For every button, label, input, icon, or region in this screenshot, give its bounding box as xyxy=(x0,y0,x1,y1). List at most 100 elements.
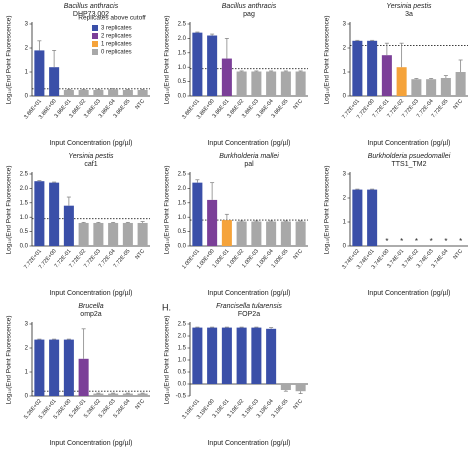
panel-subtitle: DHP73.002 xyxy=(73,11,109,18)
panel-subtitle: 3a xyxy=(405,11,413,18)
y-tick-label: 1.5 xyxy=(178,50,187,56)
bar xyxy=(78,90,89,96)
panel-title: Bacillus anthracis xyxy=(222,3,277,10)
value-label: * xyxy=(400,237,403,246)
x-axis-label: Input Concentration (pg/µl) xyxy=(49,290,132,297)
legend-label: 1 replicates xyxy=(101,42,132,48)
y-tick-label: 1.5 xyxy=(178,346,187,352)
legend-title: Replicates above cutoff xyxy=(78,15,146,22)
panel-title: Yersinia pestis xyxy=(386,3,432,10)
x-axis-label: Input Concentration (pg/µl) xyxy=(207,140,290,147)
y-tick-label: 2.5 xyxy=(178,172,187,178)
x-tick-label: NTC xyxy=(134,98,146,111)
y-axis-label: Log₁₀(End Point Fluorescence) xyxy=(164,15,171,104)
y-tick-label: 2 xyxy=(25,346,29,352)
bar xyxy=(192,32,203,96)
bar xyxy=(236,327,247,384)
value-label: * xyxy=(415,237,418,246)
y-tick-label: 3 xyxy=(343,22,347,28)
y-tick-label: 2.5 xyxy=(178,322,187,328)
y-tick-label: 1.0 xyxy=(20,215,29,221)
bar xyxy=(78,222,89,246)
bar xyxy=(108,393,119,396)
y-tick-label: 0 xyxy=(25,394,29,400)
y-tick-label: 1 xyxy=(25,370,29,376)
y-tick-label: 2 xyxy=(343,196,347,202)
panel-title: Francisella tularensis xyxy=(216,303,282,310)
panel-title: Burkholderia psuedomallei xyxy=(368,153,451,160)
panel-subtitle: TTS1_TM2 xyxy=(391,161,426,168)
bar xyxy=(78,358,89,396)
bar xyxy=(381,55,392,96)
panel-subtitle: pag xyxy=(243,11,255,18)
x-axis-label: Input Concentration (pg/µl) xyxy=(207,440,290,447)
bar xyxy=(352,40,363,96)
bar xyxy=(236,71,247,96)
bar xyxy=(280,221,291,246)
legend-swatch xyxy=(92,25,98,31)
x-tick-label: NTC xyxy=(452,98,464,111)
bar xyxy=(207,327,218,384)
bar xyxy=(63,205,74,246)
bar xyxy=(455,72,466,96)
panel-title: Yersinia pestis xyxy=(68,153,114,160)
bar xyxy=(192,182,203,246)
bar xyxy=(49,67,60,96)
value-label: * xyxy=(385,237,388,246)
y-tick-label: -0.5 xyxy=(176,394,187,400)
bar xyxy=(93,222,104,246)
bar xyxy=(207,199,218,246)
panel-subtitle: FOP2a xyxy=(238,311,260,318)
x-axis-label: Input Concentration (pg/µl) xyxy=(49,140,132,147)
bar xyxy=(137,393,148,396)
bar xyxy=(122,90,133,96)
bar xyxy=(221,220,232,246)
y-axis-label: Log₁₀(End Point Fluorescence) xyxy=(6,15,13,104)
x-tick-label: NTC xyxy=(292,398,304,411)
x-axis-label: Input Concentration (pg/µl) xyxy=(207,290,290,297)
y-tick-label: 2.0 xyxy=(20,186,29,192)
y-tick-label: 1 xyxy=(343,70,347,76)
bar xyxy=(295,384,306,392)
y-tick-label: 1.0 xyxy=(178,215,187,221)
bar xyxy=(122,393,133,396)
y-tick-label: 0 xyxy=(25,94,29,100)
bar xyxy=(137,222,148,246)
bar xyxy=(426,79,437,96)
y-axis-label: Log₁₀(End Point Fluorescence) xyxy=(324,165,331,254)
bar xyxy=(266,71,277,96)
bar xyxy=(108,222,119,246)
y-tick-label: 2.0 xyxy=(178,36,187,42)
bar xyxy=(411,79,422,96)
y-tick-label: 2.0 xyxy=(178,334,187,340)
x-axis-label: Input Concentration (pg/µl) xyxy=(367,140,450,147)
y-tick-label: 0.5 xyxy=(178,370,187,376)
y-tick-label: 0.0 xyxy=(20,244,29,250)
x-tick-label: NTC xyxy=(452,248,464,261)
y-axis-label: Log₁₀(End Point Fluorescence) xyxy=(164,315,171,404)
x-tick-label: NTC xyxy=(292,248,304,261)
legend-swatch xyxy=(92,49,98,55)
y-tick-label: 0.5 xyxy=(20,229,29,235)
value-label: * xyxy=(444,237,447,246)
bar xyxy=(295,71,306,96)
legend-swatch xyxy=(92,33,98,39)
y-tick-label: 0.0 xyxy=(178,94,187,100)
legend-label: 2 replicates xyxy=(101,34,132,40)
y-tick-label: 1.0 xyxy=(178,358,187,364)
y-tick-label: 3 xyxy=(25,322,29,328)
bar xyxy=(192,327,203,384)
y-axis-label: Log₁₀(End Point Fluorescence) xyxy=(6,315,13,404)
y-tick-label: 2.5 xyxy=(178,22,187,28)
y-tick-label: 1.5 xyxy=(178,200,187,206)
y-tick-label: 0.0 xyxy=(178,382,187,388)
y-tick-label: 3 xyxy=(343,172,347,178)
panel-title: Burkholderia mallei xyxy=(219,153,279,160)
bar xyxy=(280,384,291,390)
bar xyxy=(49,182,60,246)
y-tick-label: 0.5 xyxy=(178,79,187,85)
y-tick-label: 1 xyxy=(25,70,29,76)
x-axis-label: Input Concentration (pg/µl) xyxy=(49,440,132,447)
bar xyxy=(122,222,133,246)
